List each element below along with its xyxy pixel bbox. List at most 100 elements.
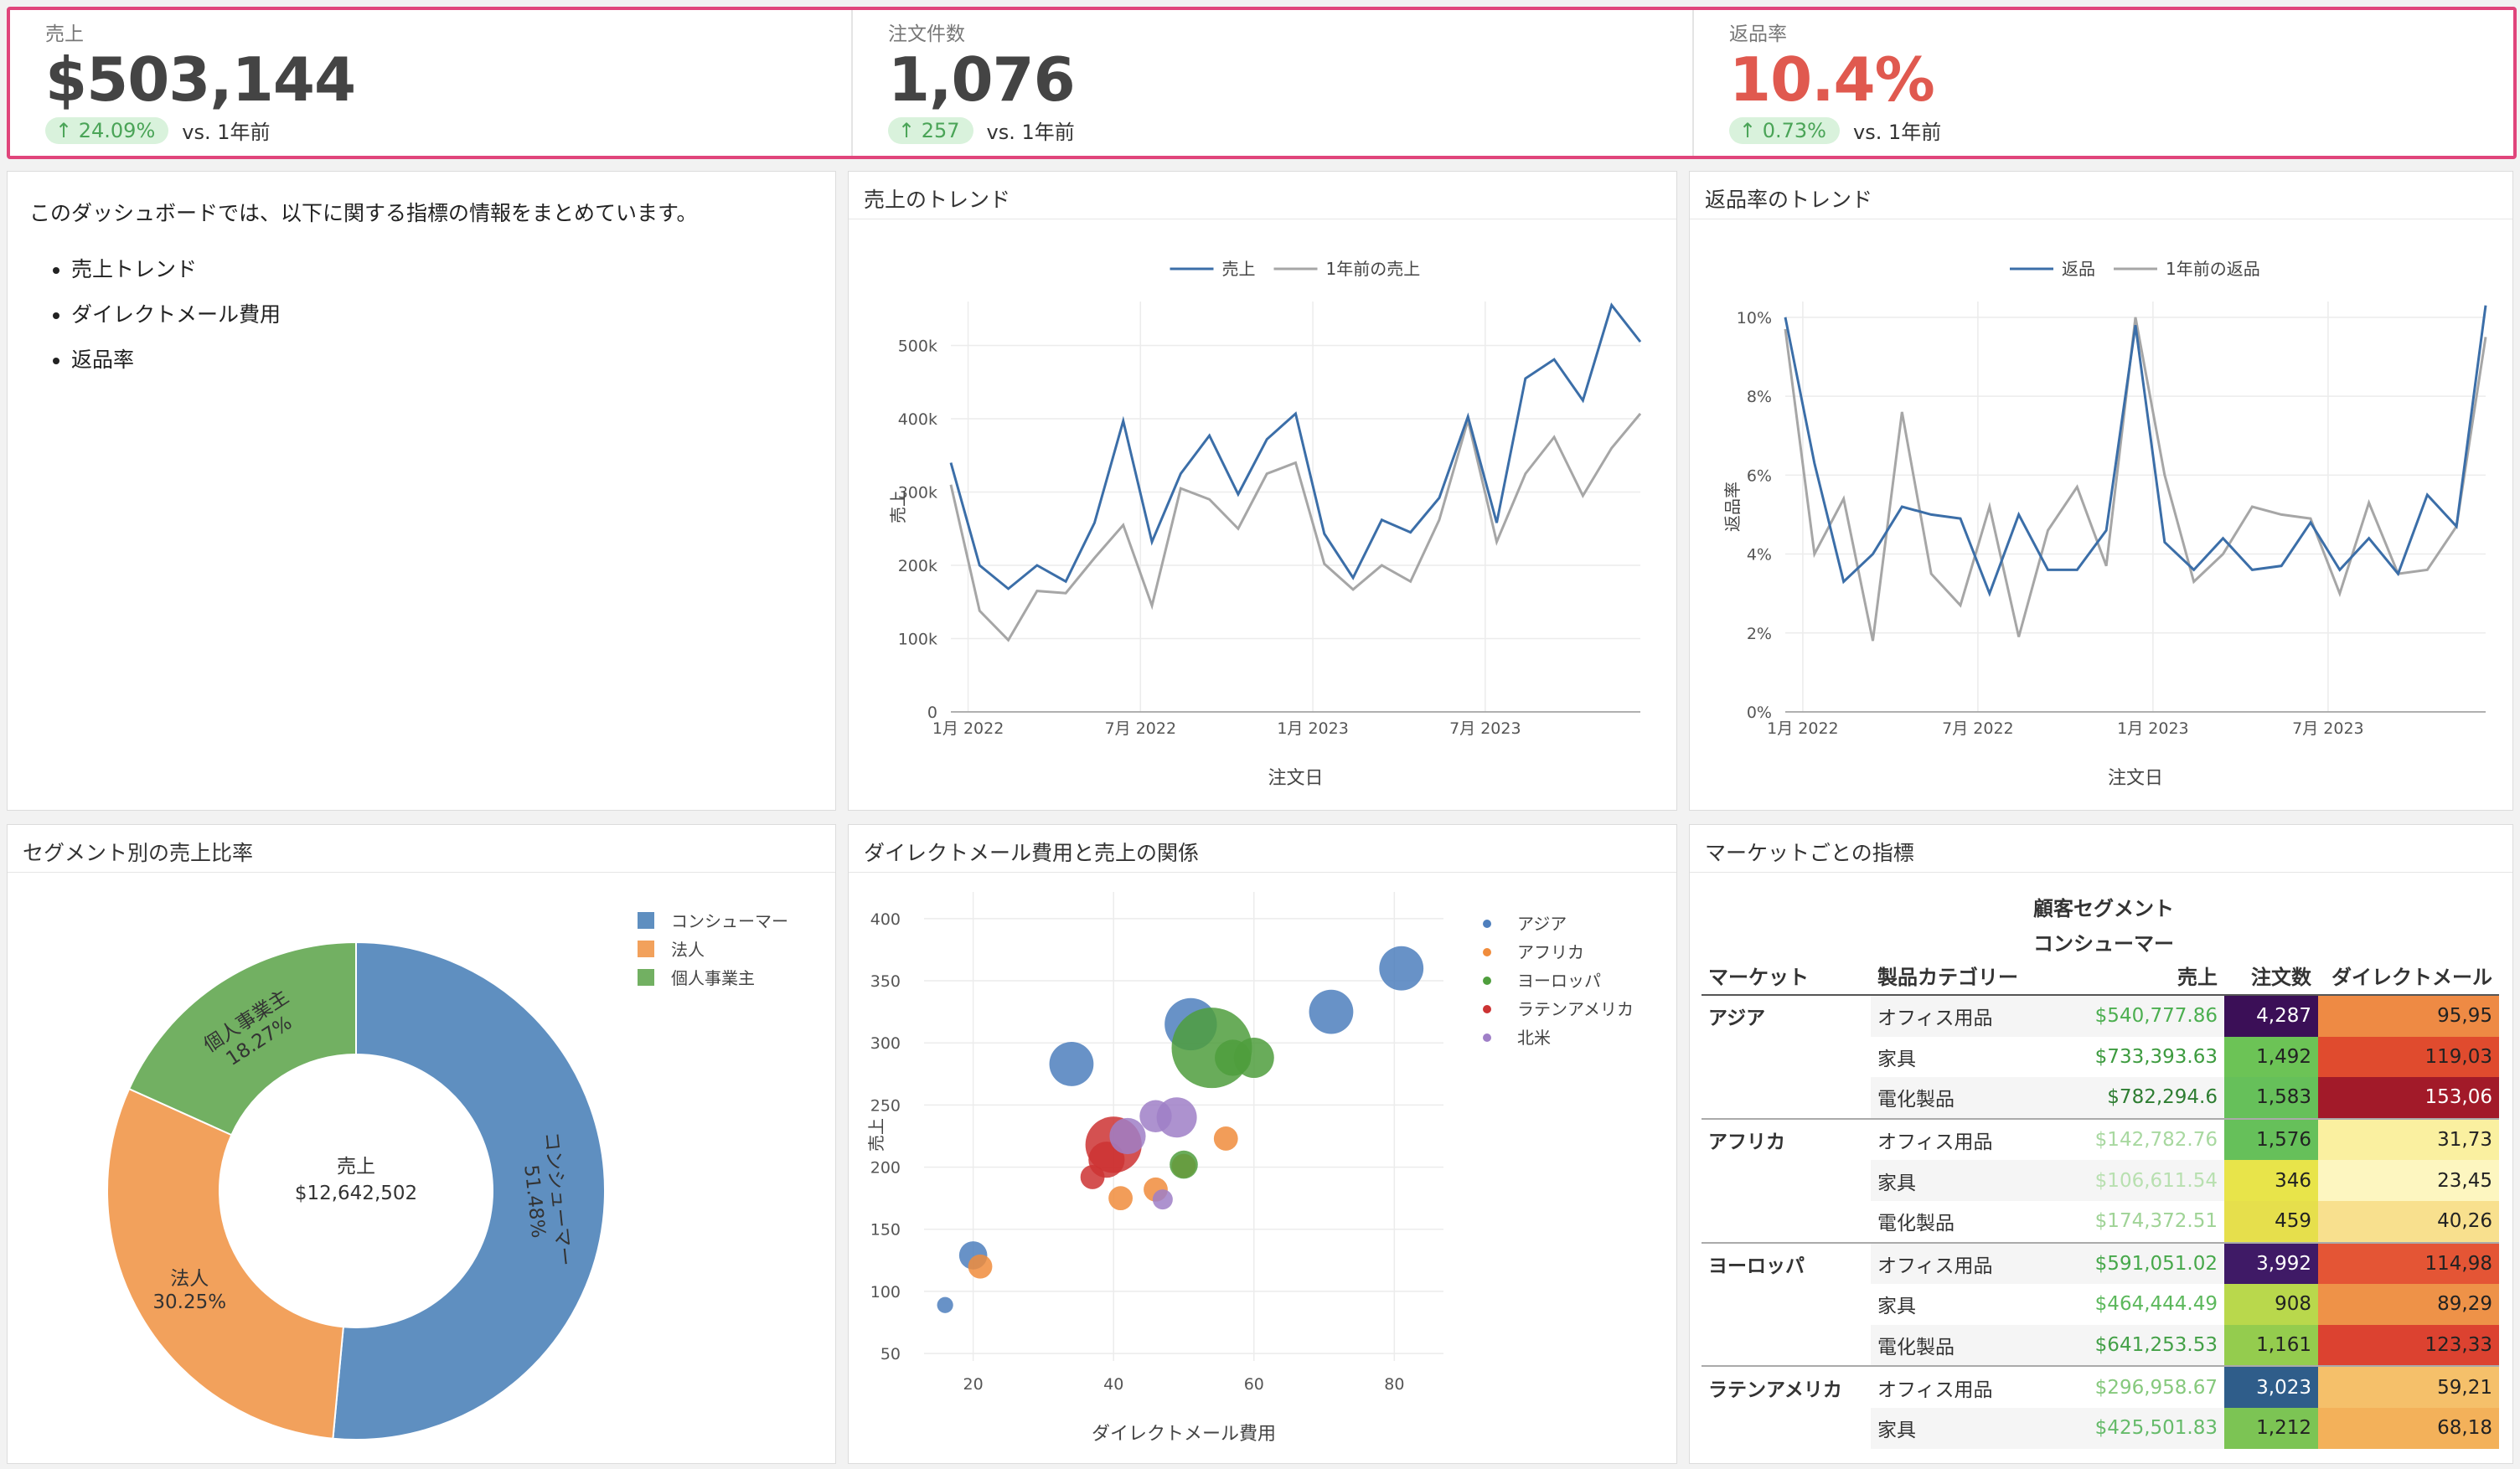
series-line-current [949,302,1642,590]
y-tick-label: 400k [898,410,937,429]
cell-dm: 31,73 [2318,1117,2499,1161]
kpi-label: 売上 [45,23,84,45]
cell-sales: $641,253.53 [2060,1324,2224,1367]
y-tick-label: 100k [898,631,937,649]
x-tick-label: 40 [1103,1375,1123,1394]
y-tick-label: 250 [870,1096,901,1115]
x-tick-label: 1月 2022 [1767,719,1838,738]
x-axis-label: 注文日 [2108,768,2163,789]
kpi-delta-badge: ↑ 24.09% [45,116,169,144]
donut-center-label: 売上 [337,1156,375,1178]
cell-category: 家具 [1877,1048,1916,1070]
y-axis-label: 返品率 [1722,482,1743,532]
table-group-header: 顧客セグメント [2033,897,2174,920]
description-list: 売上トレンド ダイレクトメール費用 返品率 [71,247,698,383]
slice-pct-label: 30.25% [152,1291,226,1313]
returns-trend-chart[interactable]: 0% 2% 4% 6% 8% 10% 1月 2022 7月 2022 1月 2023 7月 202… [1690,172,2513,811]
y-tick-label: 300 [870,1034,901,1053]
scatter-point [1049,1042,1094,1086]
cell-market: ラテンアメリカ [1702,1365,1871,1408]
legend-swatch [638,941,654,957]
scatter-point [1213,1126,1238,1151]
y-tick-label: 4% [1747,546,1772,564]
x-tick-label: 60 [1244,1375,1264,1394]
cell-category: 電化製品 [1871,1077,2060,1119]
cell-category: オフィス用品 [1871,1365,2060,1408]
cell-market [1702,1077,1871,1119]
x-tick-label: 20 [963,1375,984,1394]
cell-category: オフィス用品 [1871,994,2060,1037]
card-title: セグメント別の売上比率 [23,841,254,865]
kpi-value: 10.4% [1729,44,1935,115]
cell-market [1702,1160,1871,1201]
kpi-label: 注文件数 [888,23,965,45]
cell-category: 家具 [1877,1296,1916,1318]
y-tick-label: 50 [880,1345,901,1363]
scatter-point [1170,1150,1198,1179]
kpi-sales: 売上 $503,144 ↑ 24.09% vs. 1年前 [10,10,851,156]
y-tick-label: 2% [1747,625,1772,643]
scatter-point [937,1296,953,1313]
cell-dm: 119,03 [2318,1036,2499,1078]
table-row: 電化製品 $641,253.53 1,161 123,33 [1702,1324,2499,1367]
x-tick-label: 1月 2022 [932,719,1004,738]
column-header-market[interactable]: マーケット [1702,956,1871,996]
cell-market [1702,1284,1871,1325]
cell-orders: 3,023 [2224,1365,2318,1408]
x-tick-label: 7月 2023 [2292,719,2363,738]
y-tick-label: 0% [1747,704,1772,722]
list-item: 返品率 [71,338,698,383]
cell-category: 家具 [1871,1407,2060,1449]
scatter-point [1233,1038,1274,1079]
segment-donut-chart[interactable]: コンシューマー51.48%コンシューマー法人30.25%法人個人事業主18.27… [8,825,836,1464]
legend-swatch [638,969,654,986]
y-tick-label: 150 [870,1221,901,1240]
table-row: アジア オフィス用品 $540,777.86 4,287 95,95 [1702,994,2499,1037]
cell-sales: $464,444.49 [2094,1293,2218,1316]
cell-orders: 4,287 [2224,994,2318,1037]
legend-swatch [1483,1005,1491,1013]
sales-trend-chart[interactable]: 0 100k 200k 300k 400k 500k 1月 2022 7月 2022 1月 20… [849,172,1677,811]
table-row: 家具 $425,501.83 1,212 68,18 [1702,1407,2499,1449]
column-header-dm[interactable]: ダイレクトメール [2318,956,2499,996]
scatter-point [1108,1186,1133,1211]
x-tick-label: 7月 2023 [1449,719,1521,738]
legend-label: ラテンアメリカ [1517,999,1634,1019]
cell-dm: 68,18 [2318,1407,2499,1449]
kpi-orders: 注文件数 1,076 ↑ 257 vs. 1年前 [851,10,1692,156]
scatter-point [1156,1097,1197,1138]
y-tick-label: 300k [898,484,937,503]
legend-label: コンシューマー [671,911,788,931]
cell-orders: 3,992 [2224,1241,2318,1285]
market-table-card: マーケットごとの指標 顧客セグメント コンシューマー マーケット 製品カテゴリー… [1689,824,2513,1464]
x-tick-label: 1月 2023 [2117,719,2188,738]
y-tick-label: 10% [1737,309,1772,327]
card-title: ダイレクトメール費用と売上の関係 [864,841,1200,865]
column-header-category[interactable]: 製品カテゴリー [1871,956,2060,996]
cell-market [1702,1408,1871,1449]
y-tick-label: 8% [1747,388,1772,406]
scatter-point [1309,989,1354,1034]
table-row: 家具 $733,393.63 1,492 119,03 [1702,1036,2499,1078]
table-segment-header: コンシューマー [2033,932,2174,956]
column-header-sales[interactable]: 売上 [2060,956,2224,996]
cell-category: 家具 [1871,1160,2060,1201]
legend-swatch [1483,1033,1491,1042]
table-row: アフリカ オフィス用品 $142,782.76 1,576 31,73 [1702,1117,2499,1161]
cell-sales: $540,777.86 [2060,994,2224,1037]
kpi-label: 返品率 [1729,23,1787,45]
donut-slice [332,941,606,1441]
legend-label: ヨーロッパ [1517,971,1601,991]
kpi-compare-text: vs. 1年前 [1852,121,1942,144]
description-intro: このダッシュボードでは、以下に関する指標の情報をまとめています。 [29,201,698,225]
cell-dm: 59,21 [2318,1365,2499,1408]
cell-market [1702,1201,1871,1243]
column-header-orders[interactable]: 注文数 [2224,956,2318,996]
cell-market: ヨーロッパ [1702,1241,1871,1285]
list-item: 売上トレンド [71,247,698,292]
y-tick-label: 200 [870,1159,901,1178]
cell-dm: 89,29 [2318,1284,2499,1325]
sales-trend-card: 売上のトレンド 0 100k 200k 300k 400k 500k 1月 2022 7月 2… [848,171,1677,811]
cell-market [1702,1037,1871,1078]
dm-scatter-chart[interactable]: 50 100 150 200 250 300 350 400 20 40 60 80 アジアアフリカヨー… [849,825,1677,1464]
